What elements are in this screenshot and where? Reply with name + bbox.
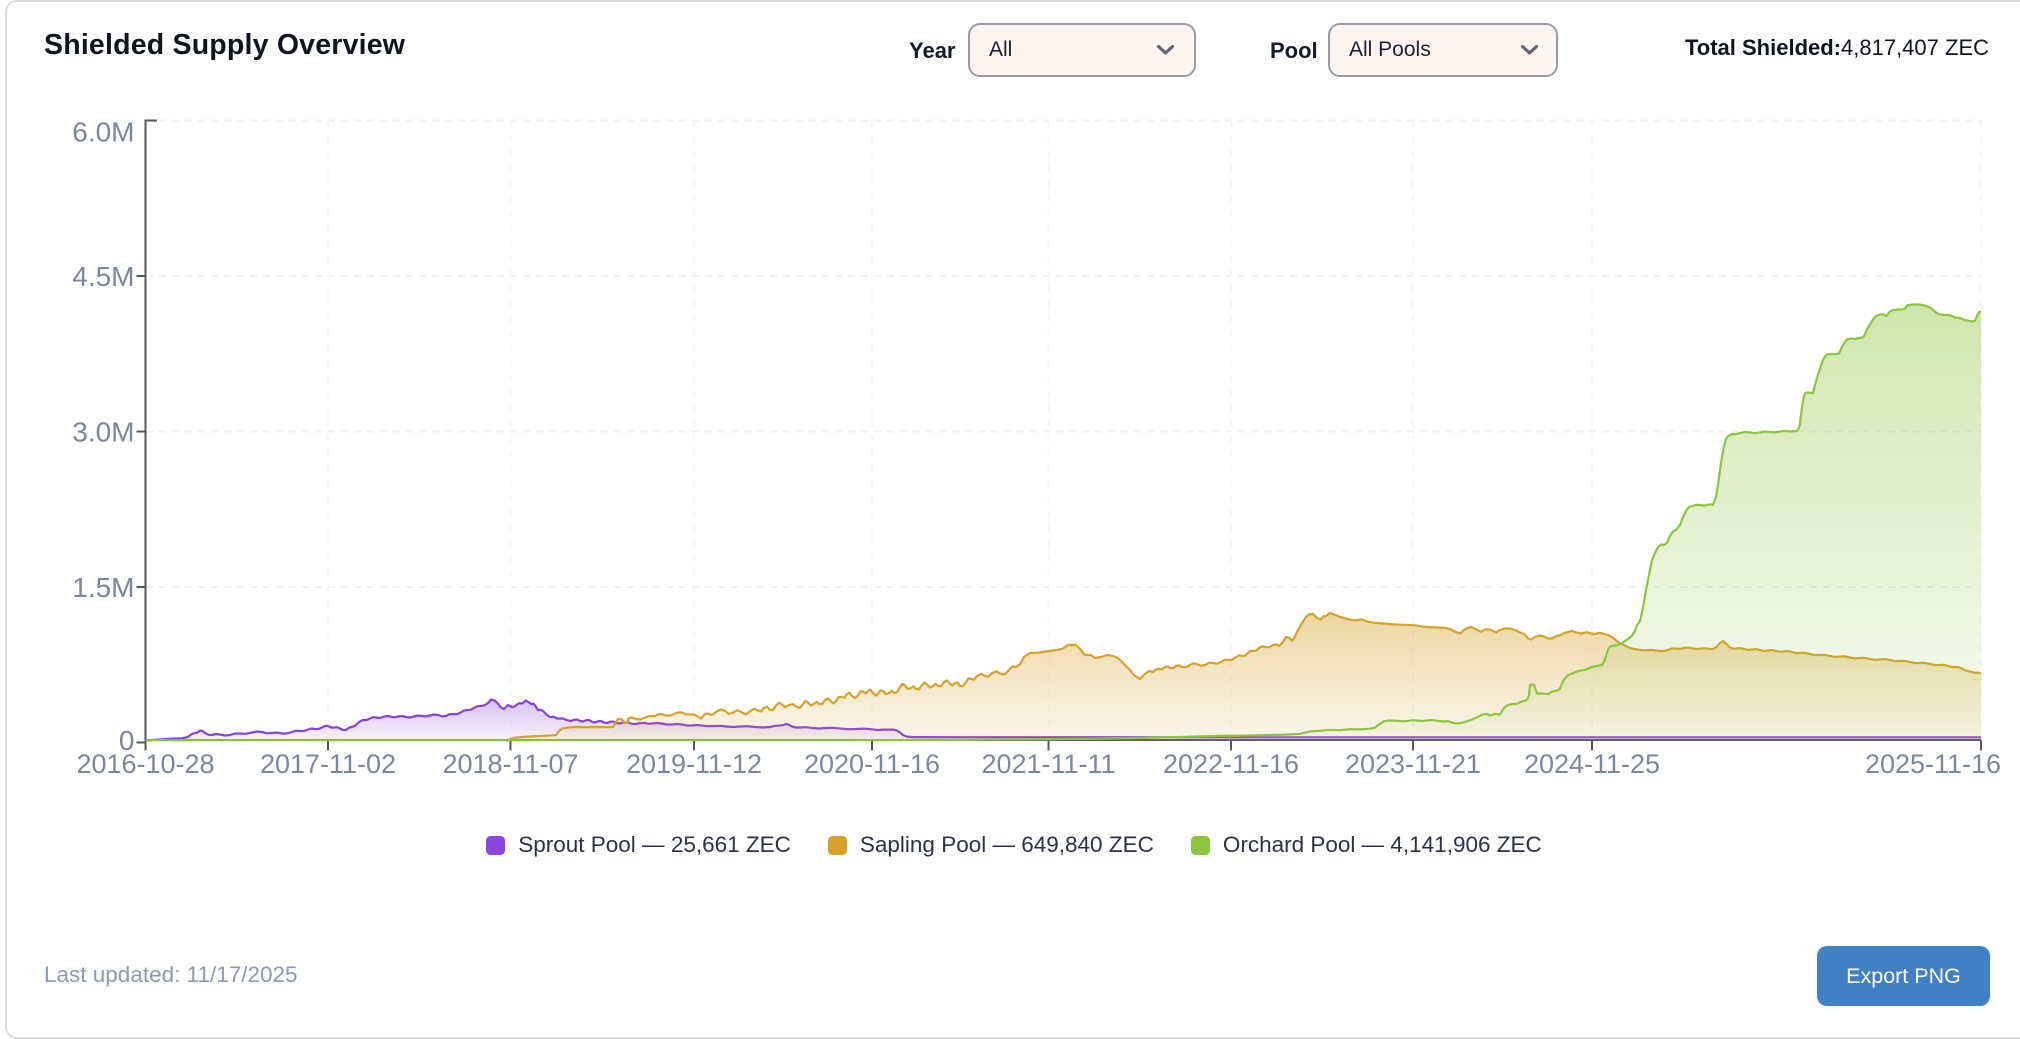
svg-text:2019-11-12: 2019-11-12 (626, 749, 762, 779)
svg-text:4.5M: 4.5M (72, 261, 134, 292)
svg-text:6.0M: 6.0M (72, 117, 134, 148)
svg-text:2017-11-02: 2017-11-02 (260, 749, 396, 779)
svg-text:2025-11-16: 2025-11-16 (1865, 749, 2001, 779)
svg-text:2020-11-16: 2020-11-16 (804, 749, 940, 779)
svg-text:2021-11-11: 2021-11-11 (981, 749, 1115, 779)
svg-text:2023-11-21: 2023-11-21 (1345, 749, 1481, 779)
svg-text:0: 0 (119, 725, 135, 756)
svg-text:3.0M: 3.0M (72, 417, 134, 448)
svg-text:2022-11-16: 2022-11-16 (1163, 749, 1299, 779)
svg-text:2016-10-28: 2016-10-28 (76, 749, 214, 779)
svg-text:2018-11-07: 2018-11-07 (442, 749, 578, 779)
svg-text:2024-11-25: 2024-11-25 (1524, 749, 1660, 779)
svg-text:1.5M: 1.5M (72, 572, 134, 603)
